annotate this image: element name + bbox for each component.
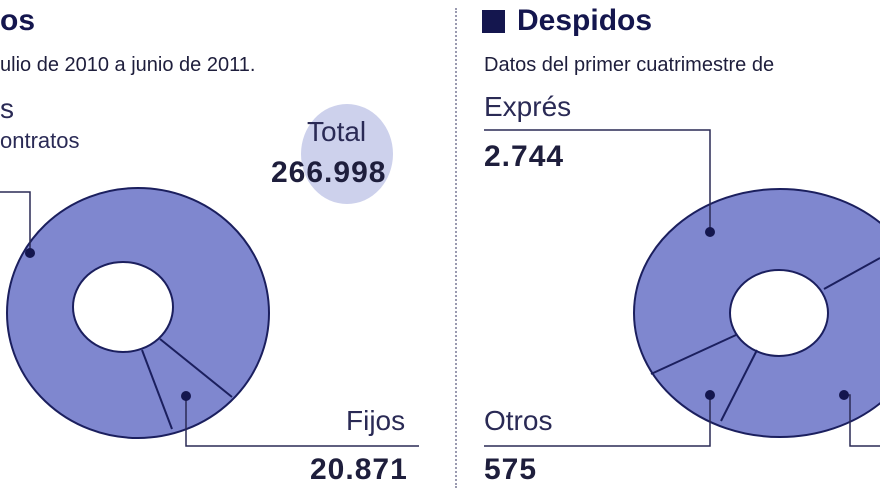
left-bottom-label: Fijos [346,405,406,436]
left-leader-bottom [185,397,419,447]
right-top-value: 2.744 [484,140,565,173]
left-title: os [0,4,36,37]
right-slice-divider-3 [720,349,758,422]
right-leader-top [484,129,711,232]
right-slice-divider-1 [823,257,880,290]
left-leader-top-dot [25,248,35,258]
right-leader-bottom-dot [705,390,715,400]
total-label: Total [307,116,367,147]
right-leader-top-dot [705,227,715,237]
left-bottom-value: 20.871 [310,453,408,486]
right-donut-hole [729,269,829,357]
right-bottom-value: 575 [484,453,538,486]
left-leader-top [0,191,31,253]
total-value: 266.998 [271,156,387,189]
right-title: Despidos [517,4,653,37]
right-donut [484,129,880,447]
title-square-marker [482,10,505,33]
left-leader-bottom-dot [181,391,191,401]
left-label-top-1: s [0,93,14,124]
total-bubble [301,104,393,204]
right-top-label: Exprés [484,91,572,122]
right-leader-third-dot [839,390,849,400]
right-leader-bottom [484,395,711,447]
left-donut-hole [72,261,174,353]
panel-divider [455,8,457,488]
left-slice-divider-2 [141,349,173,430]
left-donut [0,187,419,447]
right-subtitle: Datos del primer cuatrimestre de [484,54,775,76]
left-label-top-2: ontratos [0,128,80,153]
left-subtitle: ulio de 2010 a junio de 2011. [0,54,256,76]
right-bottom-label: Otros [484,405,553,436]
left-slice-divider-1 [159,338,233,398]
right-slice-divider-2 [650,334,737,375]
